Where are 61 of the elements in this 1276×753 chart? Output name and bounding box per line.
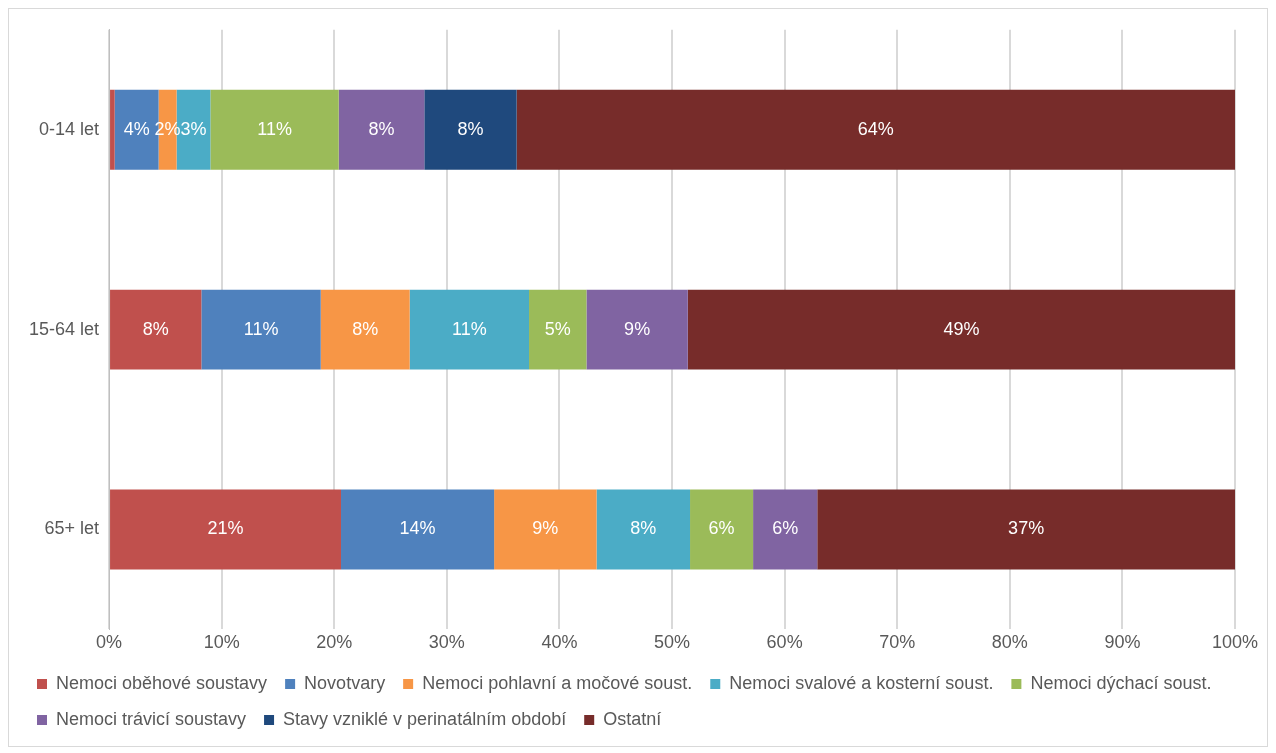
bar bbox=[201, 289, 321, 370]
bar bbox=[338, 89, 425, 170]
bar bbox=[341, 489, 495, 570]
data-label: 8% bbox=[457, 118, 484, 139]
bar bbox=[687, 289, 1235, 370]
data-label: 5% bbox=[544, 318, 571, 339]
legend-label: Nemoci pohlavní a močové soust. bbox=[422, 672, 693, 693]
bar bbox=[753, 489, 818, 570]
x-tick-label: 20% bbox=[316, 632, 353, 653]
bar bbox=[690, 489, 754, 570]
x-tick-label: 100% bbox=[1211, 632, 1259, 653]
data-label: 21% bbox=[207, 518, 244, 539]
data-label: 8% bbox=[368, 118, 395, 139]
x-tick-label: 90% bbox=[1104, 632, 1141, 653]
bar bbox=[110, 89, 115, 170]
y-tick-label: 0-14 let bbox=[39, 118, 100, 139]
x-tick-label: 10% bbox=[203, 632, 240, 653]
data-label: 11% bbox=[243, 318, 279, 339]
legend-label: Nemoci svalové a kosterní soust. bbox=[729, 672, 994, 693]
data-label: 11% bbox=[257, 118, 292, 139]
data-label: 49% bbox=[943, 318, 980, 339]
bar bbox=[586, 289, 688, 370]
y-tick-label: 65+ let bbox=[44, 518, 100, 539]
data-label: 37% bbox=[1008, 518, 1045, 539]
data-label: 4% bbox=[123, 118, 150, 139]
x-tick-label: 0% bbox=[96, 632, 123, 653]
bar bbox=[494, 489, 597, 570]
data-label: 3% bbox=[180, 118, 207, 139]
bar bbox=[817, 489, 1235, 570]
bar bbox=[210, 89, 339, 170]
bar bbox=[596, 489, 691, 570]
bar bbox=[516, 89, 1235, 170]
data-label: 6% bbox=[708, 518, 735, 539]
data-label: 11% bbox=[452, 318, 487, 339]
data-label: 8% bbox=[630, 518, 657, 539]
legend-label: Stavy vzniklé v perinatálním období bbox=[283, 708, 567, 729]
data-label: 8% bbox=[142, 318, 169, 339]
data-label: 8% bbox=[352, 318, 379, 339]
legend-label: Novotvary bbox=[304, 672, 386, 693]
bar bbox=[320, 289, 410, 370]
x-tick-label: 70% bbox=[879, 632, 916, 653]
legend-label: Ostatní bbox=[603, 708, 662, 729]
legend-label: Nemoci oběhové soustavy bbox=[56, 672, 268, 693]
x-tick-label: 80% bbox=[991, 632, 1028, 653]
data-label: 9% bbox=[532, 518, 559, 539]
bar bbox=[409, 289, 530, 370]
bar bbox=[110, 289, 202, 370]
x-tick-label: 30% bbox=[428, 632, 465, 653]
x-tick-label: 60% bbox=[766, 632, 803, 653]
bar bbox=[110, 489, 341, 570]
legend-label: Nemoci dýchací soust. bbox=[1030, 672, 1212, 693]
data-label: 64% bbox=[857, 118, 894, 139]
legend-label: Nemoci trávicí soustavy bbox=[56, 708, 247, 729]
bar bbox=[424, 89, 517, 170]
data-label: 14% bbox=[399, 518, 436, 539]
x-tick-label: 50% bbox=[654, 632, 691, 653]
y-tick-label: 15-64 let bbox=[28, 318, 100, 339]
bar bbox=[529, 289, 587, 370]
data-label: 6% bbox=[772, 518, 799, 539]
data-label: 9% bbox=[624, 318, 651, 339]
x-tick-label: 40% bbox=[541, 632, 578, 653]
